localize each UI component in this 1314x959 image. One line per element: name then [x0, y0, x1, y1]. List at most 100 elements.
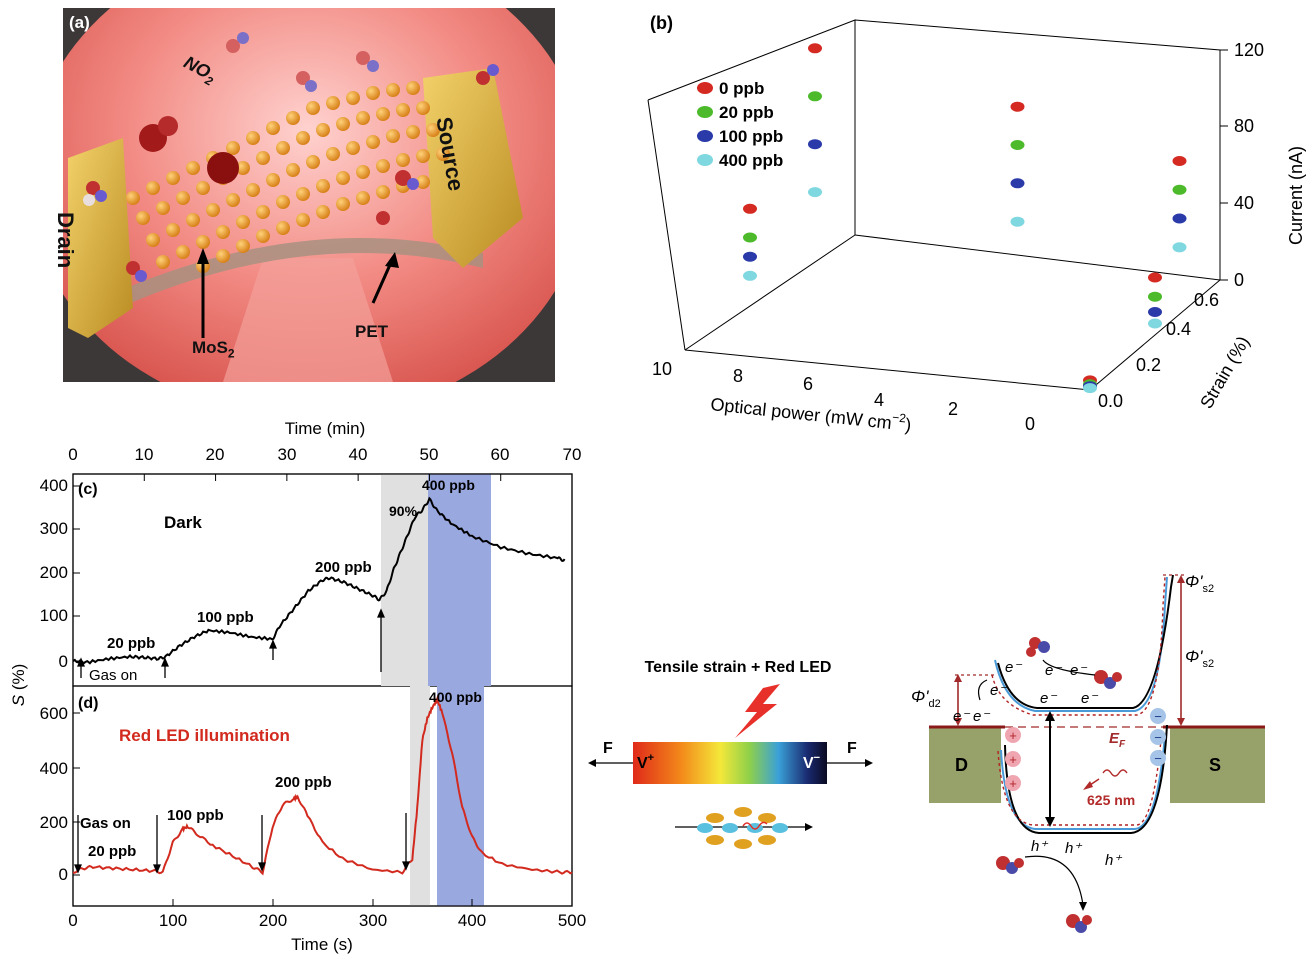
scatter-point-400-ppb [743, 270, 757, 281]
bottom-tick-0: 0 [68, 911, 77, 930]
bottom-tick-500: 500 [558, 911, 586, 930]
scatter-point-100-ppb [1010, 178, 1025, 189]
c-y-tick-0: 0 [59, 652, 68, 671]
gradient-bar [633, 742, 827, 784]
dark-response-curve [72, 496, 566, 665]
x-tick-0: 0 [1025, 414, 1035, 434]
panel-a-illustration [63, 8, 555, 382]
panel-b-label: (b) [650, 13, 673, 33]
scatter-point-20-ppb [1010, 140, 1025, 150]
force-right-label: F [847, 740, 857, 757]
y-tick-00: 0.0 [1098, 391, 1123, 411]
electron-minus-1-sign: − [1154, 709, 1162, 724]
bottom-tick-300: 300 [359, 911, 387, 930]
hole-label-3: h⁺ [1105, 852, 1122, 869]
c-label-90pct: 90% [389, 503, 418, 519]
top-tick-10: 10 [135, 445, 154, 464]
panel-cd-chart: 0 10 20 30 40 50 60 70 Time (min) 400 30… [9, 419, 586, 954]
scatter-point-400-ppb [1172, 242, 1187, 253]
force-left-label: F [603, 740, 613, 757]
x-tick-8: 8 [733, 366, 743, 386]
x-tick-2: 2 [948, 399, 958, 419]
hole-plus-3 [1005, 775, 1021, 791]
legend-label-0ppb: 0 ppb [719, 79, 764, 98]
hole-plus-1 [1005, 727, 1021, 743]
panel-c-tag: (c) [78, 481, 98, 498]
d-y-tick-400: 400 [40, 759, 68, 778]
electron-label-2: e⁻ [1045, 662, 1062, 679]
panel-b-chart: 120 80 40 0 Current (nA) 10 8 6 4 2 0 Op… [647, 19, 1306, 435]
d-label-100ppb: 100 ppb [167, 807, 224, 824]
z-tick-40: 40 [1234, 193, 1254, 213]
legend-marker-100ppb [697, 130, 713, 142]
d-gas-on-label: Gas on [80, 815, 131, 832]
bottom-axis-title: Time (s) [291, 935, 353, 954]
hole-plus-3-sign: + [1009, 776, 1017, 791]
shade-gray-d [410, 686, 430, 906]
legend: 0 ppb 20 ppb 100 ppb 400 ppb [697, 79, 783, 170]
legend-label-400ppb: 400 ppb [719, 151, 783, 170]
electron-minus-2-sign: − [1154, 730, 1162, 745]
scatter-point-400-ppb [1010, 216, 1025, 227]
scatter-point-400-ppb [1083, 383, 1097, 394]
drain-label: Drain [53, 212, 78, 269]
drain-block-label: D [955, 755, 968, 775]
electron-label-3: e⁻ [1070, 662, 1087, 679]
scatter-point-100-ppb [743, 251, 757, 262]
electron-label-5: e⁻ [1040, 690, 1057, 707]
z-tick-0: 0 [1234, 270, 1244, 290]
legend-marker-0ppb [697, 82, 713, 94]
source-block-label: S [1209, 755, 1221, 775]
y-tick-06: 0.6 [1194, 290, 1219, 310]
scatter-point-100-ppb [1148, 307, 1162, 317]
d-label-20ppb: 20 ppb [88, 843, 136, 860]
lightning-icon [735, 684, 780, 738]
y-axis-label: Strain (%) [1196, 333, 1253, 412]
valence-band-blue [1000, 734, 1166, 830]
shade-gray-c [381, 474, 428, 686]
bottom-tick-100: 100 [159, 911, 187, 930]
electron-minus-1 [1150, 708, 1166, 724]
scatter-point-0-ppb [1010, 101, 1025, 112]
c-label-400ppb: 400 ppb [422, 477, 475, 493]
electron-label-6: e⁻ [1081, 690, 1098, 707]
phi-s2-mid-label: Φ's2 [1185, 647, 1214, 670]
phi-d2-label: Φ'd2 [911, 687, 941, 710]
band-diagram: D S EF Φ'd2 Φ's2 Φ's2 + + + − − − 625 nm… [911, 572, 1265, 933]
scatter-point-20-ppb [808, 91, 822, 102]
electron-label-1: e⁻ [1005, 659, 1022, 676]
c-y-tick-100: 100 [40, 606, 68, 625]
c-gas-on-label: Gas on [89, 667, 137, 684]
scatter-point-100-ppb [808, 139, 822, 150]
drain-block [929, 727, 1001, 803]
legend-marker-20ppb [697, 106, 713, 118]
scatter-point-0-ppb [808, 43, 822, 54]
legend-marker-400ppb [697, 154, 713, 166]
electron-label-7: e⁻ [953, 708, 970, 725]
d-y-tick-200: 200 [40, 813, 68, 832]
c-label-100ppb: 100 ppb [197, 609, 254, 626]
scatter-point-0-ppb [743, 203, 757, 214]
panel-a-label: (a) [69, 13, 90, 32]
bottom-tick-200: 200 [259, 911, 287, 930]
c-y-tick-300: 300 [40, 519, 68, 538]
hole-plus-2 [1005, 751, 1021, 767]
top-tick-0: 0 [68, 445, 77, 464]
top-tick-30: 30 [278, 445, 297, 464]
y-tick-02: 0.2 [1136, 355, 1161, 375]
scatter-point-400-ppb [808, 187, 822, 198]
legend-label-100ppb: 100 ppb [719, 127, 783, 146]
top-axis-title: Time (min) [285, 419, 366, 438]
lattice-icon [675, 807, 813, 849]
d-label-200ppb: 200 ppb [275, 774, 332, 791]
red-led-response-curve [72, 695, 573, 876]
valence-band-black [1004, 724, 1168, 834]
z-axis-label: Current (nA) [1286, 146, 1306, 245]
z-tick-80: 80 [1234, 116, 1254, 136]
top-tick-20: 20 [206, 445, 225, 464]
bottom-tick-400: 400 [458, 911, 486, 930]
x-tick-4: 4 [874, 390, 884, 410]
electron-minus-3 [1150, 750, 1166, 766]
red-led-label: Red LED illumination [119, 726, 290, 745]
dark-label: Dark [164, 513, 202, 532]
